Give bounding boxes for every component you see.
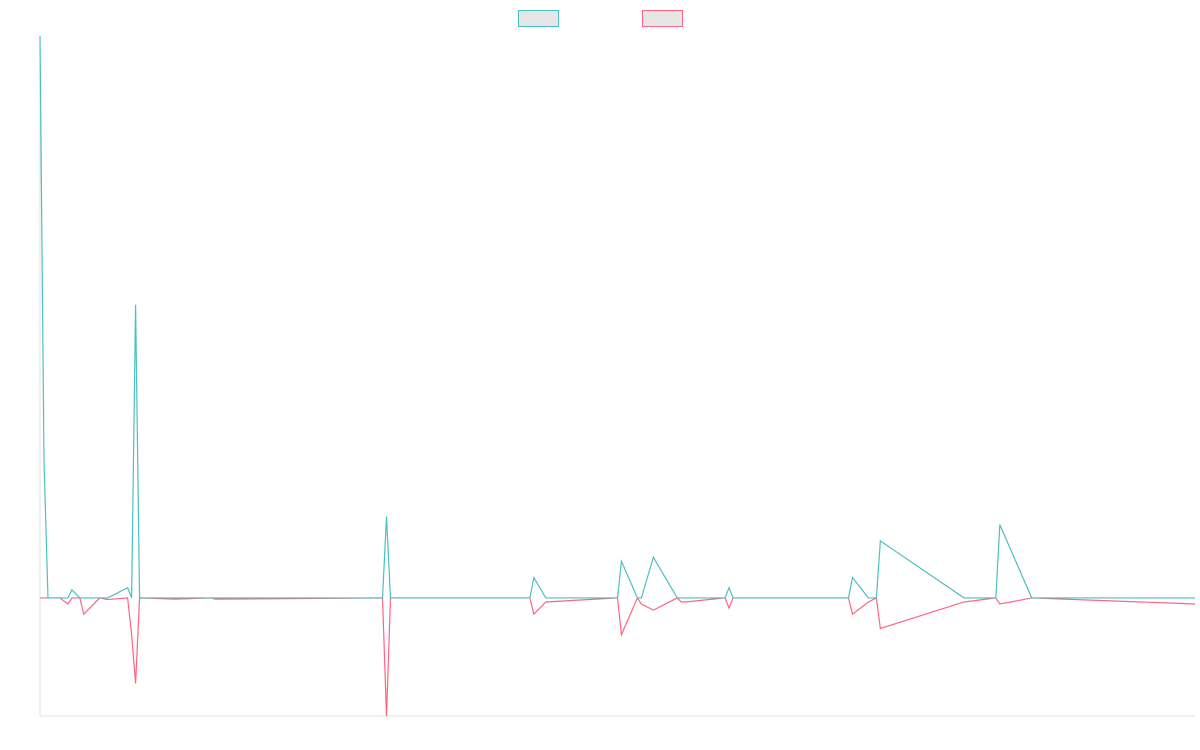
legend-swatch [518, 10, 559, 27]
legend[interactable] [518, 10, 683, 27]
series-group [39, 35, 1196, 717]
legend-swatch [642, 10, 683, 27]
legend-item[interactable] [518, 10, 559, 27]
axes [39, 36, 1195, 717]
series-2 [40, 596, 1196, 717]
series-1 [39, 35, 1195, 599]
series-line [40, 596, 1196, 717]
series-line [39, 35, 1195, 599]
legend-item[interactable] [642, 10, 683, 27]
